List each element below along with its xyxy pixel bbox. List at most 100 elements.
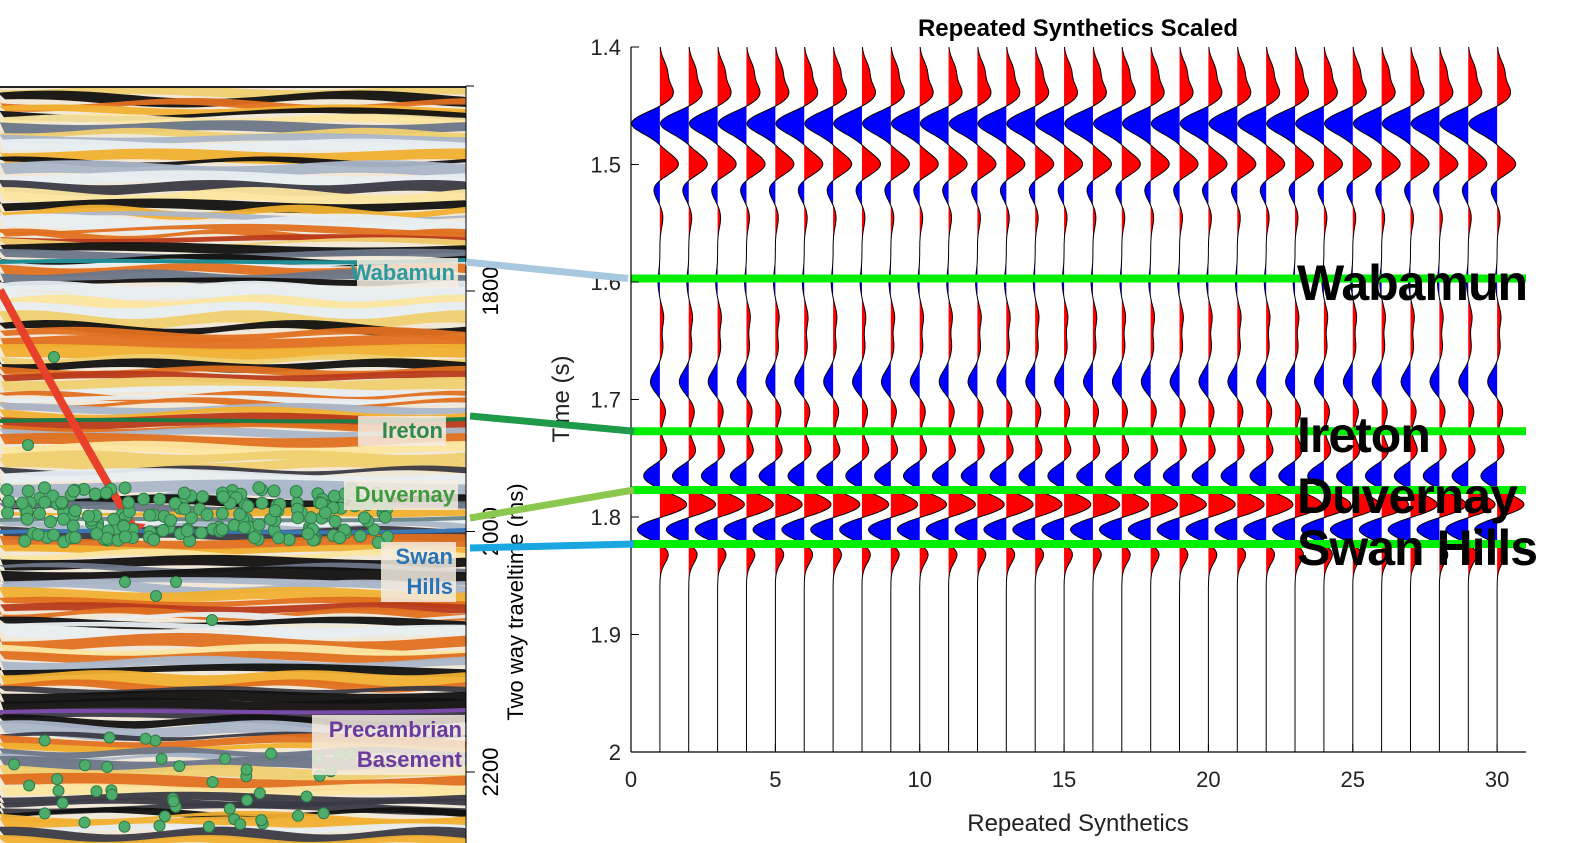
trace-wiggle-line <box>1121 46 1178 752</box>
wiggle-trace <box>688 46 745 752</box>
trace-positive-fill <box>804 47 831 752</box>
trace-wiggle-line <box>919 46 976 752</box>
trace-wiggle-line <box>1410 46 1467 752</box>
trace-wiggle-line <box>804 46 861 752</box>
horizon-label: Precambrian <box>329 717 462 742</box>
trace-negative-fill <box>1151 47 1180 752</box>
wiggle-trace <box>948 46 1005 752</box>
wiggle-trace <box>1121 46 1178 752</box>
trace-positive-fill <box>833 47 860 752</box>
trace-negative-fill <box>1382 47 1411 752</box>
trace-positive-fill <box>1497 47 1524 752</box>
horizon-label: Hills <box>407 574 453 599</box>
x-tick-label: 25 <box>1341 767 1365 792</box>
wiggle-trace <box>1006 46 1063 752</box>
trace-wiggle-line <box>1208 46 1265 752</box>
trace-negative-fill <box>891 47 920 752</box>
trace-negative-fill <box>920 47 949 752</box>
trace-wiggle-line <box>1352 46 1409 752</box>
wiggle-trace <box>631 46 688 752</box>
trace-wiggle-line <box>891 46 947 752</box>
trace-wiggle-line <box>1237 46 1294 752</box>
trace-wiggle-line <box>688 46 745 752</box>
trace-positive-fill <box>1439 47 1467 752</box>
wiggle-trace <box>659 46 717 752</box>
trace-negative-fill <box>1440 47 1469 752</box>
wiggle-trace <box>746 46 803 752</box>
horizon-connector <box>469 412 635 435</box>
well-path <box>0 288 136 528</box>
trace-negative-fill <box>833 47 862 752</box>
trace-wiggle-line <box>631 46 688 752</box>
wiggle-trace <box>1381 46 1438 752</box>
trace-negative-fill <box>1295 47 1324 752</box>
trace-wiggle-line <box>1381 46 1438 752</box>
wiggle-trace <box>1266 46 1323 752</box>
trace-wiggle-line <box>1006 46 1063 752</box>
trace-negative-fill <box>660 47 689 752</box>
trace-negative-fill <box>631 47 660 752</box>
trace-positive-fill <box>1266 47 1293 752</box>
trace-negative-fill <box>1180 47 1209 752</box>
trace-negative-fill <box>1007 47 1036 752</box>
x-tick-label: 0 <box>625 767 637 792</box>
trace-positive-fill <box>977 47 1005 752</box>
horizon-connector <box>469 486 635 522</box>
horizon-label: Ireton <box>382 418 443 443</box>
wiggle-trace <box>1439 46 1496 752</box>
wiggle-trace <box>977 46 1034 752</box>
trace-positive-fill <box>1323 47 1351 752</box>
trace-wiggle-line <box>1295 46 1352 752</box>
horizon-label: Basement <box>357 747 463 772</box>
trace-negative-fill <box>1468 47 1498 752</box>
y-tick-label: 1.5 <box>590 153 621 178</box>
trace-negative-fill <box>1093 47 1122 752</box>
seismic-section: Wabamun Ireton Duvernay Swan Hills Precambria… <box>0 86 466 843</box>
trace-negative-fill <box>1266 47 1296 752</box>
trace-negative-fill <box>1324 47 1353 752</box>
trace-positive-fill <box>861 47 889 752</box>
right-axes: 1.41.51.61.71.81.920 5 10 15 20 25 30 <box>590 35 1526 792</box>
trace-positive-fill <box>1150 47 1178 752</box>
y-tick-label: 1.8 <box>590 505 621 530</box>
wiggle-trace <box>1410 46 1467 752</box>
trace-wiggle-line <box>1035 46 1092 752</box>
wiggle-trace <box>1468 46 1525 752</box>
formation-label: Swan Hills <box>1297 520 1537 576</box>
trace-positive-fill <box>1179 47 1207 752</box>
trace-positive-fill <box>1121 47 1149 752</box>
trace-wiggle-line <box>717 46 774 752</box>
formation-lines <box>631 274 1526 549</box>
trace-negative-fill <box>978 47 1007 752</box>
trace-positive-fill <box>1092 47 1120 752</box>
x-tick-label: 20 <box>1196 767 1220 792</box>
trace-negative-fill <box>1411 47 1440 752</box>
trace-negative-fill <box>1122 47 1151 752</box>
chart-title: Repeated Synthetics Scaled <box>918 15 1238 42</box>
trace-positive-fill <box>1352 47 1380 752</box>
trace-positive-fill <box>1410 47 1438 752</box>
trace-positive-fill <box>948 47 976 752</box>
x-tick-label: 10 <box>907 767 931 792</box>
left-y-axis-label: Two way traveltime (ms) <box>503 483 528 720</box>
trace-positive-fill <box>919 47 947 752</box>
y-tick-label: 1.9 <box>590 623 621 648</box>
trace-wiggle-line <box>977 46 1034 752</box>
wiggle-trace <box>804 46 861 752</box>
x-axis-label: Repeated Synthetics <box>967 810 1188 837</box>
trace-positive-fill <box>746 47 774 752</box>
trace-negative-fill <box>1353 47 1382 752</box>
trace-negative-fill <box>862 47 891 752</box>
wiggle-trace <box>1295 46 1352 752</box>
wiggle-trace <box>1352 46 1409 752</box>
horizon-labels: Wabamun Ireton Duvernay Swan Hills Precambria… <box>312 258 465 775</box>
horizon-connector <box>469 540 635 552</box>
trace-wiggle-line <box>1323 46 1380 752</box>
horizon-connector <box>465 258 629 282</box>
trace-wiggle-line <box>775 46 832 752</box>
trace-wiggle-line <box>1150 46 1207 752</box>
wiggle-trace <box>1179 46 1236 752</box>
trace-negative-fill <box>689 47 718 752</box>
